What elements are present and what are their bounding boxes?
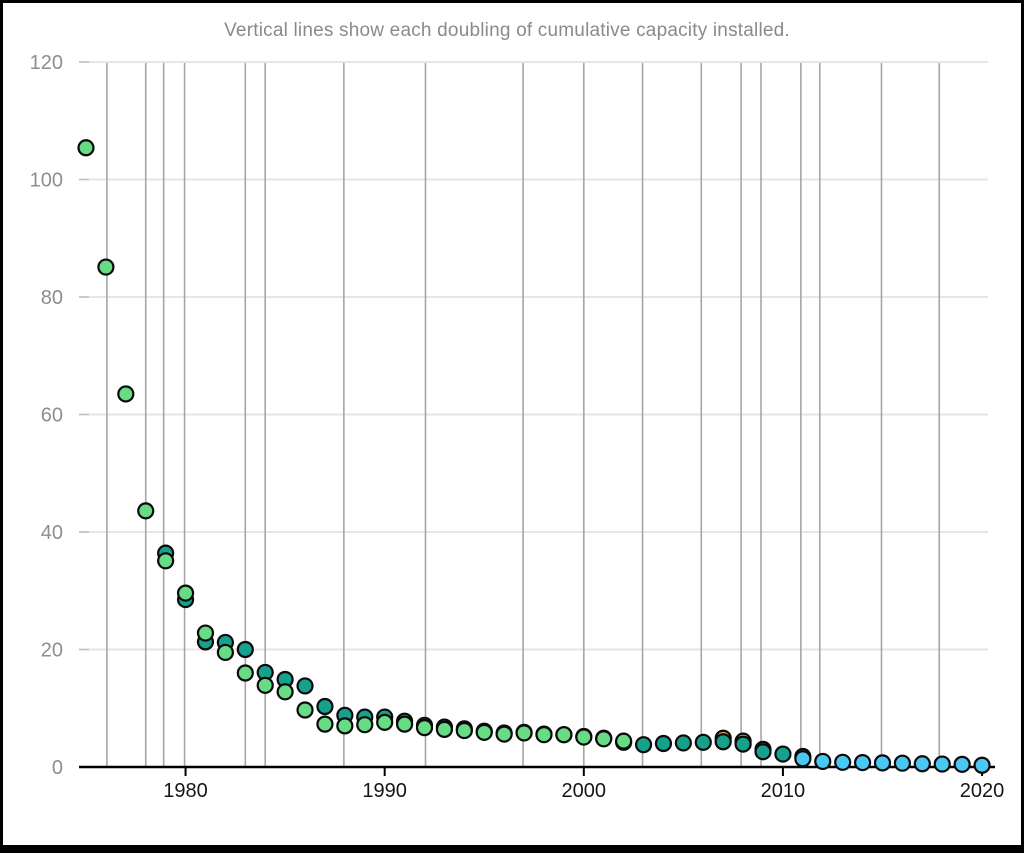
point-green-1987 — [316, 715, 334, 733]
point-blue-2016 — [893, 754, 912, 772]
point-green-1979 — [157, 552, 175, 570]
point-teal-2003 — [634, 736, 653, 754]
point-blue-2020 — [973, 756, 991, 774]
x-axis: 1980 1990 2000 2010 2020 — [79, 765, 1005, 802]
y-label-60: 60 — [41, 405, 63, 427]
point-green-1991 — [395, 715, 414, 733]
point-green-2000 — [575, 728, 593, 746]
point-teal-1987 — [316, 697, 334, 716]
point-blue-2013 — [834, 753, 852, 771]
point-blue-2017 — [913, 755, 931, 773]
point-green-1978 — [137, 502, 155, 520]
y-label-40: 40 — [41, 522, 63, 544]
point-green-1994 — [455, 721, 473, 740]
point-teal-1986 — [296, 677, 314, 695]
point-teal-2010 — [774, 745, 792, 763]
y-label-80: 80 — [41, 287, 63, 309]
point-green-1988 — [336, 717, 354, 735]
y-label-0: 0 — [52, 757, 63, 779]
point-green-1983 — [236, 664, 254, 682]
chart-title: Vertical lines show each doubling of cum… — [224, 20, 790, 41]
point-green-1995 — [475, 723, 493, 741]
point-teal-2005 — [674, 734, 692, 752]
point-green-1996 — [495, 725, 513, 743]
point-green-1985 — [276, 683, 294, 701]
point-green-1984 — [256, 676, 274, 694]
point-green-1990 — [376, 713, 394, 731]
point-teal-2007 — [714, 733, 732, 751]
point-green-1981 — [196, 624, 215, 642]
point-green-1986 — [296, 701, 314, 719]
x-label-2020: 2020 — [960, 780, 1005, 802]
point-green-1999 — [555, 726, 573, 744]
point-green-2002 — [615, 732, 633, 750]
point-green-1977 — [117, 385, 135, 403]
point-green-1998 — [535, 726, 553, 744]
doubling-lines — [106, 63, 941, 766]
point-green-1975 — [77, 139, 95, 157]
point-teal-2008 — [734, 735, 752, 753]
y-label-20: 20 — [41, 640, 63, 662]
point-green-1976 — [97, 258, 115, 276]
point-green-1997 — [515, 724, 533, 742]
horizontal-gridlines — [79, 61, 988, 651]
point-blue-2014 — [853, 753, 872, 772]
point-teal-1983 — [236, 640, 254, 659]
point-teal-2004 — [654, 734, 673, 753]
x-label-2000: 2000 — [562, 780, 607, 802]
y-axis-labels: 0 20 40 60 80 100 120 — [30, 52, 63, 779]
x-label-1980: 1980 — [163, 780, 208, 802]
point-blue-2019 — [953, 755, 971, 773]
point-teal-2006 — [694, 733, 712, 751]
point-green-1989 — [356, 716, 374, 734]
scatter-plot: 0 20 40 60 80 100 120 1980 1990 2000 2010 2020 — [30, 52, 1005, 802]
y-label-100: 100 — [30, 170, 63, 192]
data-points — [77, 139, 991, 774]
point-green-2001 — [595, 730, 613, 748]
point-blue-2012 — [814, 752, 832, 771]
point-green-1980 — [176, 584, 195, 602]
point-teal-2009 — [754, 743, 772, 761]
point-green-1993 — [435, 720, 454, 739]
y-label-120: 120 — [30, 52, 63, 74]
point-green-1992 — [415, 719, 434, 737]
point-blue-2018 — [933, 755, 951, 773]
point-blue-2015 — [873, 754, 892, 772]
point-blue-2011 — [794, 750, 812, 768]
x-label-2010: 2010 — [761, 780, 806, 802]
x-label-1990: 1990 — [362, 780, 407, 802]
point-green-1982 — [216, 643, 234, 662]
